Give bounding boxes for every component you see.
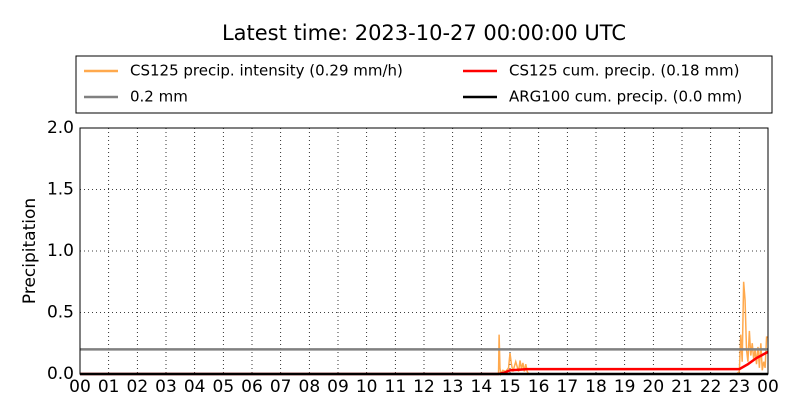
x-tick-label: 03 [155,377,177,397]
x-tick-label: 18 [585,377,607,397]
x-tick-label: 04 [184,377,206,397]
chart-title: Latest time: 2023-10-27 00:00:00 UTC [222,21,626,45]
x-tick-label: 07 [270,377,292,397]
legend-label: 0.2 mm [130,88,188,106]
x-tick-label: 22 [700,377,722,397]
legend-label: ARG100 cum. precip. (0.0 mm) [509,88,742,106]
x-tick-label: 21 [671,377,693,397]
series-line [80,350,769,376]
y-tick-label: 2.0 [47,118,74,138]
x-tick-label: 19 [614,377,636,397]
x-tick-label: 05 [213,377,235,397]
x-tick-label: 02 [127,377,149,397]
y-tick-label: 0.0 [47,364,74,384]
legend-label: CS125 cum. precip. (0.18 mm) [509,62,739,80]
x-tick-label: 10 [356,377,378,397]
x-tick-label: 13 [442,377,464,397]
x-tick-label: 20 [643,377,665,397]
y-tick-label: 1.0 [47,241,74,261]
legend-box [75,55,773,114]
x-tick-label: 12 [413,377,435,397]
x-tick-label: 15 [499,377,521,397]
x-tick-label: 09 [327,377,349,397]
x-tick-label: 01 [98,377,120,397]
x-tick-label: 00 [757,377,779,397]
legend-label: CS125 precip. intensity (0.29 mm/h) [130,62,403,80]
x-tick-label: 06 [241,377,263,397]
x-tick-label: 00 [69,377,91,397]
x-tick-label: 11 [385,377,407,397]
x-tick-label: 17 [557,377,579,397]
y-axis-label: Precipitation [20,198,40,304]
x-tick-label: 14 [471,377,493,397]
y-tick-label: 1.5 [47,180,74,200]
x-tick-label: 16 [528,377,550,397]
y-tick-label: 0.5 [47,303,74,323]
x-tick-label: 23 [729,377,751,397]
x-tick-label: 08 [299,377,321,397]
plot-frame [79,127,769,375]
